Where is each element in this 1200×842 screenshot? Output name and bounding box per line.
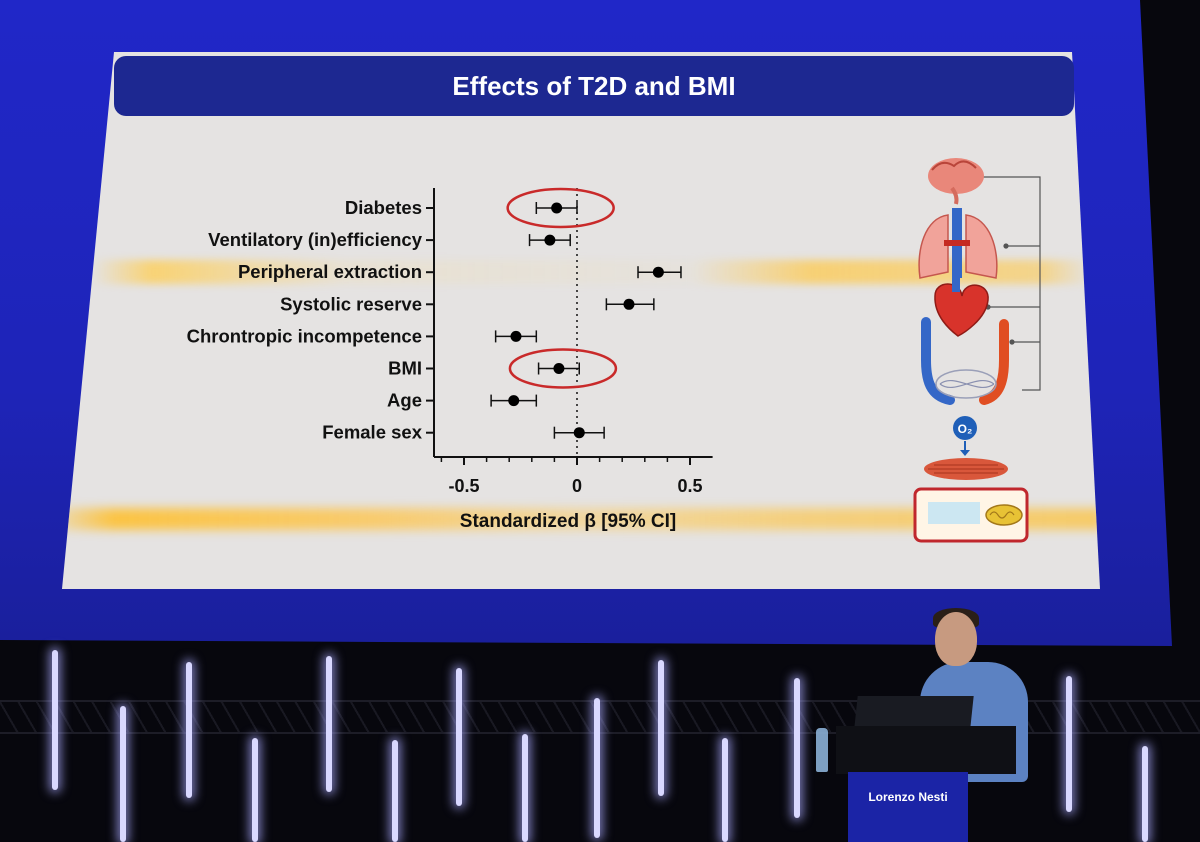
vessels-icon (921, 317, 1009, 405)
category-label: Age (387, 390, 422, 411)
led-light (794, 678, 800, 818)
lungs-icon (918, 208, 998, 279)
estimate-point (652, 266, 664, 278)
lectern-monitor (854, 696, 974, 728)
x-tick-label: -0.5 (448, 476, 479, 496)
water-bottle (816, 728, 828, 772)
x-tick-label: 0.5 (677, 476, 702, 496)
slide-title: Effects of T2D and BMI (114, 56, 1074, 116)
led-light (722, 738, 728, 842)
estimate-point (510, 330, 522, 342)
led-light (392, 740, 398, 842)
category-label: Chrontropic incompetence (187, 325, 422, 346)
speaker-head (935, 612, 977, 666)
x-tick-label: 0 (572, 476, 582, 496)
led-light (326, 656, 332, 792)
led-light (120, 706, 126, 842)
estimate-point (544, 234, 556, 246)
estimate-point (573, 427, 585, 439)
category-label: Peripheral extraction (238, 261, 422, 282)
highlight-ellipse (508, 348, 618, 389)
estimate-point (553, 363, 565, 374)
speaker-name: Lorenzo Nesti (868, 790, 948, 804)
led-light (1142, 746, 1148, 842)
x-axis-title: Standardized β [95% CI] (460, 511, 676, 532)
led-light (658, 660, 664, 796)
estimate-point (551, 202, 563, 214)
oxygen-icon: O₂ (953, 416, 977, 456)
highlight-ellipse (506, 187, 615, 229)
estimate-point (623, 298, 635, 310)
heart-icon (934, 276, 989, 337)
oxygen-label: O₂ (958, 422, 973, 436)
led-light (522, 734, 528, 842)
led-light (52, 650, 58, 790)
category-label: Ventilatory (in)efficiency (208, 229, 423, 250)
category-label: BMI (388, 358, 422, 379)
muscle-icon (924, 458, 1008, 480)
led-light (456, 668, 462, 806)
led-light (252, 738, 258, 842)
category-label: Female sex (322, 422, 422, 443)
led-light (1066, 676, 1072, 812)
lectern (836, 726, 1016, 774)
led-light (594, 698, 600, 838)
brain-icon (928, 158, 984, 205)
light-reflection (62, 508, 1100, 530)
connector-lines (982, 176, 1041, 391)
category-label: Diabetes (345, 197, 422, 218)
led-light (186, 662, 192, 798)
podium (848, 772, 968, 842)
estimate-point (508, 395, 520, 407)
category-label: Systolic reserve (280, 293, 422, 314)
mitochondria-icon (913, 487, 1029, 543)
